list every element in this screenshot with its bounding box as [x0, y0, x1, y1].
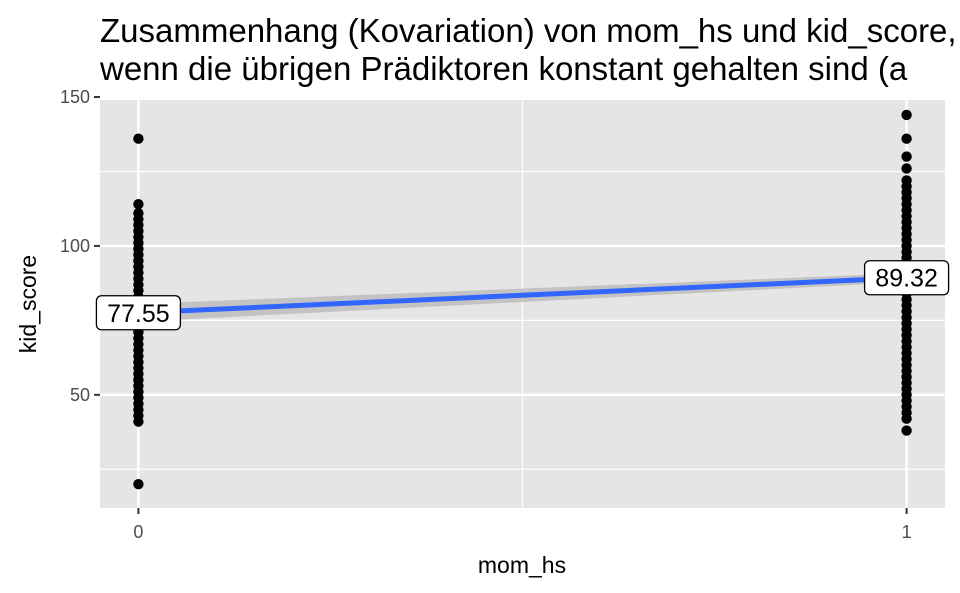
label-layer: 77.55 89.32	[95, 260, 950, 331]
line-layer	[138, 275, 907, 316]
chart-title-line-1: Zusammenhang (Kovariation) von mom_hs un…	[100, 12, 957, 49]
data-point	[133, 133, 144, 144]
data-label-box	[95, 295, 182, 331]
data-label-text: 89.32	[875, 265, 938, 293]
y-tick-label: 100	[60, 236, 90, 256]
axis-layer: 50 100 150 0 1	[60, 87, 912, 542]
regression-line	[138, 275, 907, 316]
data-point	[133, 199, 144, 210]
data-point	[901, 133, 912, 144]
data-point	[133, 478, 144, 490]
data-label: 77.55	[95, 295, 182, 331]
chart-title-line-2: wenn die übrigen Prädiktoren konstant ge…	[100, 50, 908, 87]
x-axis-title: mom_hs	[478, 552, 566, 578]
y-tick-label: 50	[70, 385, 90, 405]
x-tick-label: 1	[902, 522, 912, 542]
data-point	[133, 416, 144, 427]
data-label-text: 77.55	[107, 300, 170, 328]
y-tick-label: 150	[60, 87, 90, 107]
data-point	[901, 163, 912, 174]
y-axis-title: kid_score	[15, 255, 41, 353]
data-point	[901, 425, 912, 436]
data-point	[901, 413, 912, 424]
data-point	[901, 109, 912, 121]
data-label-box	[863, 260, 950, 296]
data-point	[901, 151, 912, 162]
x-tick-label: 0	[133, 522, 143, 542]
data-label: 89.32	[863, 260, 950, 296]
